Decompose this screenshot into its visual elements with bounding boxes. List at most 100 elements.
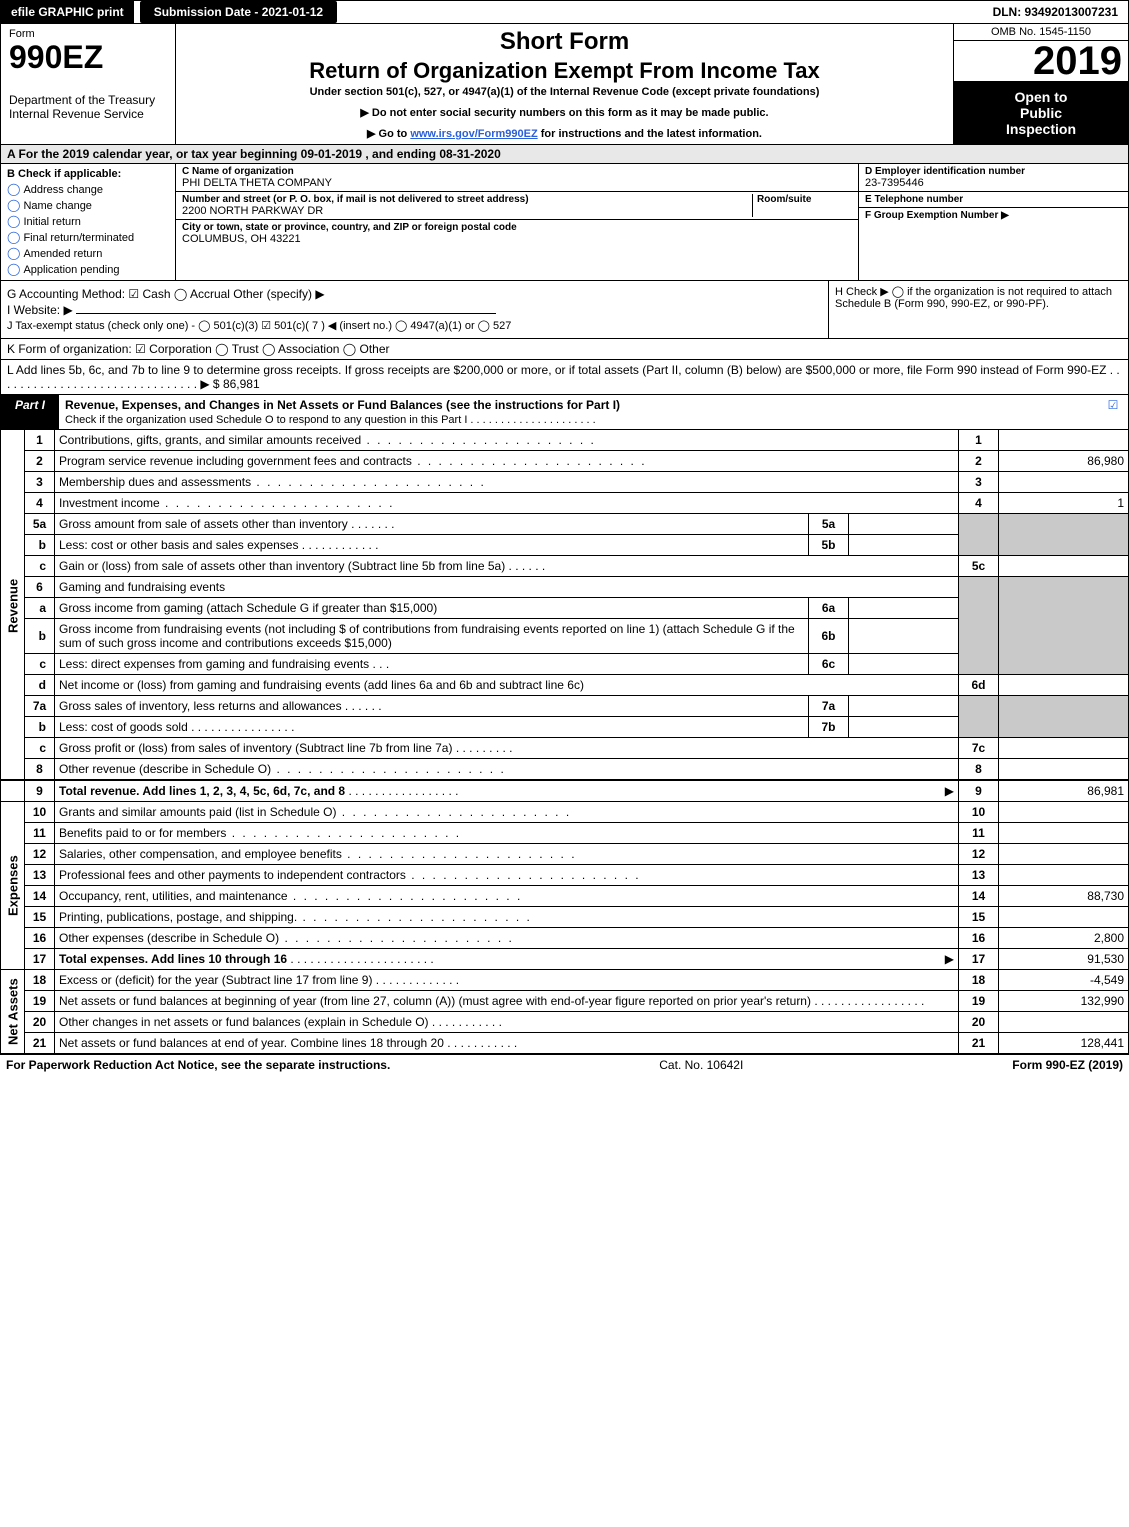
table-row: 6 Gaming and fundraising events — [1, 577, 1129, 598]
addr-label: Number and street (or P. O. box, if mail… — [182, 194, 752, 205]
ln-11: 11 — [25, 823, 55, 844]
ln-18: 18 — [25, 970, 55, 991]
ln-12: 12 — [25, 844, 55, 865]
open-public-inspection: Open to Public Inspection — [954, 82, 1128, 144]
shade-7 — [959, 696, 999, 738]
ln-14: 14 — [25, 886, 55, 907]
shade-6 — [959, 577, 999, 675]
part-1-title: Revenue, Expenses, and Changes in Net As… — [59, 395, 1098, 429]
sub-7a: 7a — [809, 696, 849, 717]
ln-7a: 7a — [25, 696, 55, 717]
key-9: 9 — [959, 780, 999, 802]
val-21: 128,441 — [999, 1033, 1129, 1054]
subval-6a — [849, 598, 959, 619]
table-row: Net Assets 18 Excess or (deficit) for th… — [1, 970, 1129, 991]
shade-6v — [999, 577, 1129, 675]
page-footer: For Paperwork Reduction Act Notice, see … — [0, 1054, 1129, 1075]
cb-name-change[interactable]: ◯Name change — [7, 198, 169, 212]
key-4: 4 — [959, 493, 999, 514]
desc-8: Other revenue (describe in Schedule O) — [55, 759, 959, 781]
e-label: E Telephone number — [865, 194, 1122, 205]
dept-line-2: Internal Revenue Service — [9, 107, 167, 121]
entity-block: B Check if applicable: ◯Address change ◯… — [0, 164, 1129, 281]
key-13: 13 — [959, 865, 999, 886]
table-row: 13 Professional fees and other payments … — [1, 865, 1129, 886]
irs-link[interactable]: www.irs.gov/Form990EZ — [410, 128, 537, 140]
val-18: -4,549 — [999, 970, 1129, 991]
table-row: 2 Program service revenue including gove… — [1, 451, 1129, 472]
table-row: 19 Net assets or fund balances at beginn… — [1, 991, 1129, 1012]
ln-6d: d — [25, 675, 55, 696]
desc-4: Investment income — [55, 493, 959, 514]
ln-9: 9 — [25, 780, 55, 802]
open-line-3: Inspection — [954, 121, 1128, 137]
subval-5b — [849, 535, 959, 556]
part-1-check-line: Check if the organization used Schedule … — [65, 414, 596, 426]
table-row: 9 Total revenue. Add lines 1, 2, 3, 4, 5… — [1, 780, 1129, 802]
table-row: 5a Gross amount from sale of assets othe… — [1, 514, 1129, 535]
part-1-checkbox[interactable]: ☑ — [1098, 395, 1128, 429]
desc-5a: Gross amount from sale of assets other t… — [55, 514, 809, 535]
ln-10: 10 — [25, 802, 55, 823]
val-6d — [999, 675, 1129, 696]
accounting-method: G Accounting Method: ☑ Cash ◯ Accrual Ot… — [7, 287, 822, 301]
cb-amended-return[interactable]: ◯Amended return — [7, 246, 169, 260]
subval-7b — [849, 717, 959, 738]
val-10 — [999, 802, 1129, 823]
key-10: 10 — [959, 802, 999, 823]
shade-5 — [959, 514, 999, 556]
desc-15: Printing, publications, postage, and shi… — [55, 907, 959, 928]
key-5c: 5c — [959, 556, 999, 577]
cb-final-return[interactable]: ◯Final return/terminated — [7, 230, 169, 244]
desc-10: Grants and similar amounts paid (list in… — [55, 802, 959, 823]
key-14: 14 — [959, 886, 999, 907]
val-14: 88,730 — [999, 886, 1129, 907]
street-address: 2200 NORTH PARKWAY DR — [182, 205, 752, 217]
desc-6: Gaming and fundraising events — [55, 577, 959, 598]
ssn-warning: ▶ Do not enter social security numbers o… — [186, 106, 943, 119]
val-20 — [999, 1012, 1129, 1033]
goto-post: for instructions and the latest informat… — [538, 128, 762, 140]
desc-5c: Gain or (loss) from sale of assets other… — [55, 556, 959, 577]
val-17: 91,530 — [999, 949, 1129, 970]
table-row: c Gain or (loss) from sale of assets oth… — [1, 556, 1129, 577]
val-9: 86,981 — [999, 780, 1129, 802]
cb-application-pending[interactable]: ◯Application pending — [7, 262, 169, 276]
ln-7b: b — [25, 717, 55, 738]
val-13 — [999, 865, 1129, 886]
cat-no: Cat. No. 10642I — [390, 1058, 1012, 1072]
sub-5b: 5b — [809, 535, 849, 556]
ln-7c: c — [25, 738, 55, 759]
table-row: 14 Occupancy, rent, utilities, and maint… — [1, 886, 1129, 907]
table-row: 15 Printing, publications, postage, and … — [1, 907, 1129, 928]
table-row: c Gross profit or (loss) from sales of i… — [1, 738, 1129, 759]
tax-exempt-status: J Tax-exempt status (check only one) - ◯… — [7, 319, 822, 332]
efile-label[interactable]: efile GRAPHIC print — [1, 1, 134, 23]
key-1: 1 — [959, 430, 999, 451]
val-8 — [999, 759, 1129, 781]
shade-7v — [999, 696, 1129, 738]
cb-initial-return[interactable]: ◯Initial return — [7, 214, 169, 228]
desc-13: Professional fees and other payments to … — [55, 865, 959, 886]
desc-9: Total revenue. Add lines 1, 2, 3, 4, 5c,… — [55, 780, 959, 802]
ln-19: 19 — [25, 991, 55, 1012]
desc-3: Membership dues and assessments — [55, 472, 959, 493]
form-number: 990EZ — [9, 40, 167, 75]
desc-11: Benefits paid to or for members — [55, 823, 959, 844]
short-form-title: Short Form — [186, 28, 943, 56]
cb-address-change[interactable]: ◯Address change — [7, 182, 169, 196]
ln-4: 4 — [25, 493, 55, 514]
goto-pre: ▶ Go to — [367, 128, 410, 140]
table-row: 4 Investment income 4 1 — [1, 493, 1129, 514]
table-row: 17 Total expenses. Add lines 10 through … — [1, 949, 1129, 970]
key-19: 19 — [959, 991, 999, 1012]
desc-7c: Gross profit or (loss) from sales of inv… — [55, 738, 959, 759]
net-assets-sidetab: Net Assets — [1, 970, 25, 1054]
org-name-row: C Name of organization PHI DELTA THETA C… — [176, 164, 858, 192]
c-label: C Name of organization — [182, 166, 852, 177]
subval-6b — [849, 619, 959, 654]
part-1-header: Part I Revenue, Expenses, and Changes in… — [0, 395, 1129, 430]
city-row: City or town, state or province, country… — [176, 220, 858, 247]
gij-left: G Accounting Method: ☑ Cash ◯ Accrual Ot… — [1, 281, 828, 338]
key-21: 21 — [959, 1033, 999, 1054]
